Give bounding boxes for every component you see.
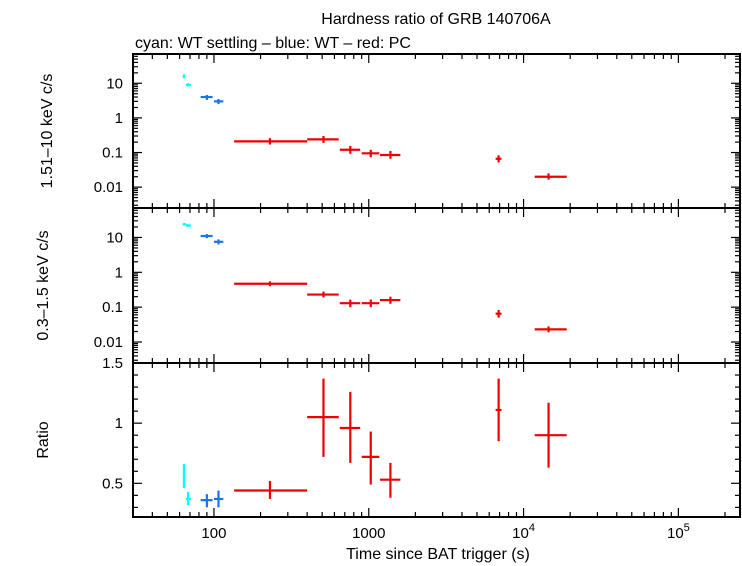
x-tick-label-exponent: 5 xyxy=(684,522,690,534)
data-point xyxy=(213,490,224,508)
data-point xyxy=(213,239,224,245)
hard-y-tick-label: 0.01 xyxy=(94,179,123,196)
data-point xyxy=(361,299,380,308)
panel-soft-band: 10 1 0.1 0.01 0.3–1.5 keV c/s xyxy=(35,207,741,364)
data-point xyxy=(186,491,191,505)
ratio-series-pc xyxy=(234,378,567,499)
ratio-y-axis-title: Ratio xyxy=(35,421,52,458)
hard-frame xyxy=(132,53,741,209)
data-point xyxy=(200,234,213,239)
hard-y-ticks xyxy=(133,53,740,206)
chart-subtitle: cyan: WT settling – blue: WT – red: PC xyxy=(135,35,411,52)
data-point xyxy=(495,155,502,163)
data-point xyxy=(186,224,191,227)
hard-y-tick-label: 1 xyxy=(115,110,123,127)
ratio-series-wt xyxy=(200,490,224,508)
ratio-y-ticks xyxy=(133,362,740,508)
ratio-frame xyxy=(132,362,741,518)
hard-y-tick-label: 10 xyxy=(106,75,123,92)
hard-y-tick-label: 0.1 xyxy=(102,145,123,162)
data-point xyxy=(534,173,567,180)
soft-y-axis-title: 0.3–1.5 keV c/s xyxy=(35,230,52,340)
data-point xyxy=(379,151,401,159)
hard-x-ticks xyxy=(132,54,726,208)
data-point xyxy=(182,464,186,489)
x-tick-label: 104 xyxy=(512,522,535,542)
data-point xyxy=(339,145,361,154)
soft-y-tick-label: 0.1 xyxy=(102,299,123,316)
x-tick-label-exponent: 4 xyxy=(529,522,535,534)
soft-y-tick-label: 10 xyxy=(106,229,123,246)
data-point xyxy=(534,326,567,333)
hard-series-wt_settling xyxy=(182,74,191,87)
data-point xyxy=(339,299,361,308)
x-tick-label-base: 10 xyxy=(667,525,684,542)
data-point xyxy=(200,494,213,508)
x-tick-label: 100 xyxy=(201,525,226,542)
data-point xyxy=(182,222,187,226)
data-point xyxy=(361,431,380,485)
hard-series-wt xyxy=(200,94,224,105)
ratio-y-tick-label: 0.5 xyxy=(102,475,123,492)
data-point xyxy=(307,136,339,143)
soft-series-wt xyxy=(200,234,224,245)
ratio-y-tick-label: 1 xyxy=(115,415,123,432)
data-point xyxy=(234,281,308,287)
ratio-series-wt_settling xyxy=(182,464,191,505)
data-point xyxy=(534,402,567,468)
hard-series-pc xyxy=(234,136,567,180)
soft-series-wt_settling xyxy=(182,222,191,227)
data-point xyxy=(307,291,339,298)
data-point xyxy=(379,296,401,304)
x-tick-label-base: 10 xyxy=(512,525,529,542)
data-point xyxy=(200,94,213,100)
soft-frame xyxy=(132,207,741,364)
data-point xyxy=(186,83,191,87)
panel-hard-band: 10 1 0.1 0.01 1.51–10 keV c/s xyxy=(39,53,741,209)
ratio-x-ticks xyxy=(132,363,726,517)
soft-series-pc xyxy=(234,281,567,333)
soft-y-ticks xyxy=(133,207,740,361)
data-point xyxy=(495,309,502,318)
x-axis-title: Time since BAT trigger (s) xyxy=(346,546,530,563)
data-point xyxy=(213,99,224,105)
data-point xyxy=(379,462,401,498)
data-point xyxy=(361,149,380,158)
ratio-y-tick-label: 1.5 xyxy=(102,355,123,372)
data-point xyxy=(495,378,502,442)
hard-y-axis-title: 1.51–10 keV c/s xyxy=(39,74,56,189)
data-point xyxy=(182,74,186,79)
soft-y-tick-label: 1 xyxy=(115,264,123,281)
chart-title: Hardness ratio of GRB 140706A xyxy=(321,11,551,28)
x-tick-label: 105 xyxy=(667,522,690,542)
soft-x-ticks xyxy=(132,208,726,363)
data-point xyxy=(234,138,308,145)
data-point xyxy=(234,480,308,499)
data-point xyxy=(307,378,339,457)
soft-y-tick-label: 0.01 xyxy=(94,334,123,351)
data-point xyxy=(339,391,361,463)
x-tick-label: 1000 xyxy=(352,525,385,542)
